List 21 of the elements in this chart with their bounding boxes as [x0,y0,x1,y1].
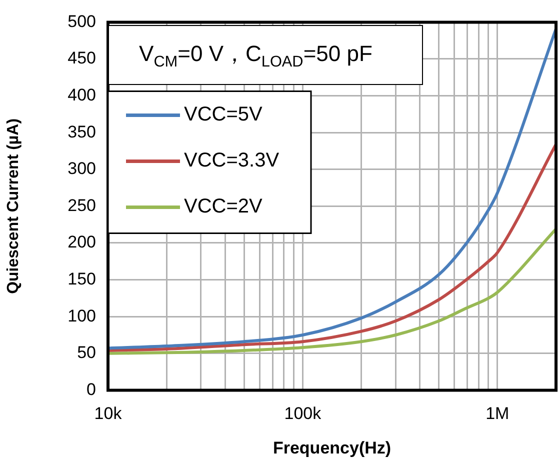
note-box: V$_{CM}$=0 V，C$_{LOAD}$=50 pF [108,25,424,86]
annotation: V$_{CM}$=0 V，C$_{LOAD}$=50 pF [139,40,372,72]
y-tick-label: 50 [77,343,96,362]
y-tick-label: 250 [68,196,96,215]
y-tick-label: 200 [68,232,96,252]
y-tick-label: 100 [68,306,96,326]
x-tick-label: 1M [486,404,510,424]
y-axis-title: Quiescent Current (µA) [5,118,22,294]
y-tick-label: 500 [68,12,96,31]
y-tick-label: 350 [68,122,96,142]
y-tick-label: 150 [68,269,96,288]
x-axis-title: Frequency(Hz) [272,438,392,458]
x-tick-label: 10k [94,404,122,424]
y-tick-label: 400 [68,85,96,104]
legend-label: VCC=3.3V [184,150,280,172]
x-tick-label: 100k [284,404,322,424]
legend-label: VCC=2V [184,196,264,218]
y-tick-label: 450 [68,48,96,68]
y-tick-label: 0 [86,380,96,399]
y-tick-label: 300 [68,159,96,178]
legend-label: VCC=5V [184,104,264,126]
